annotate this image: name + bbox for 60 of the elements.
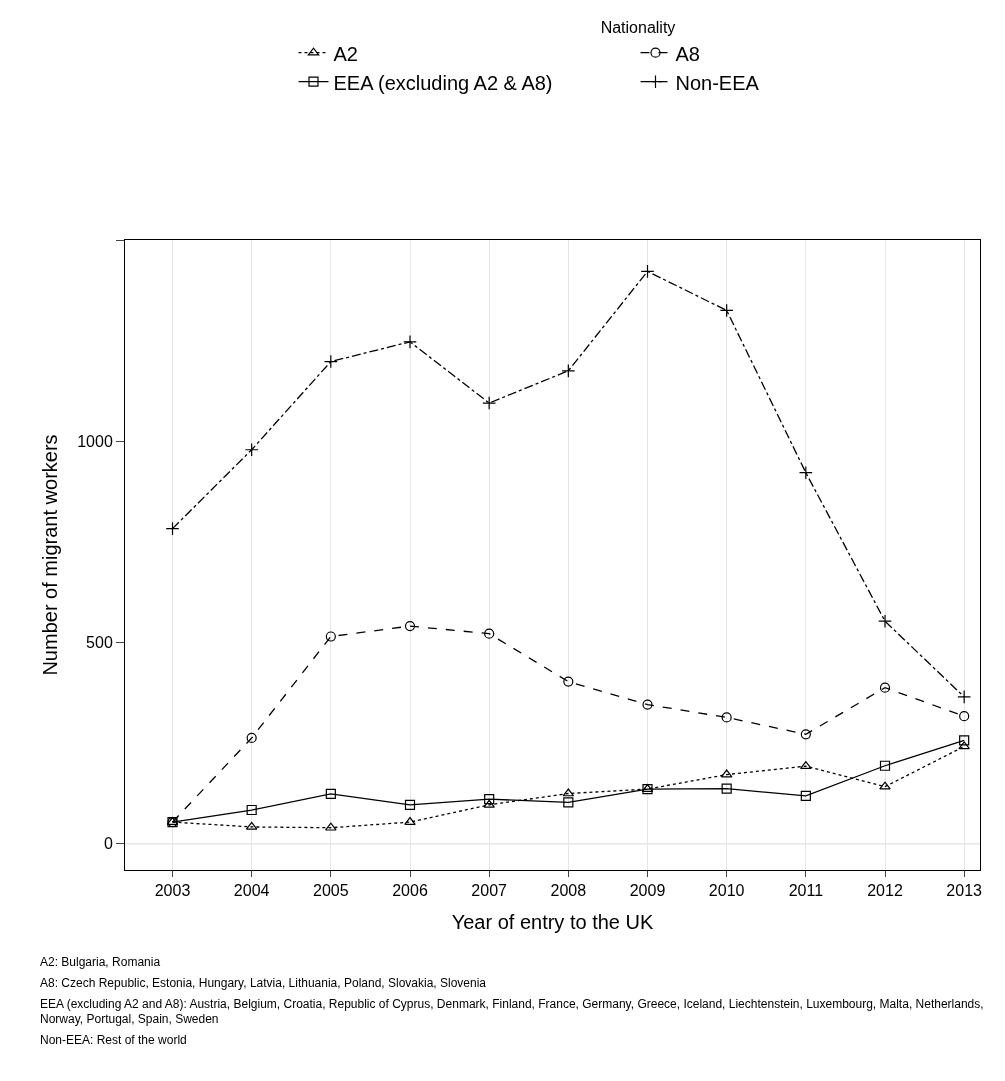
- point: [959, 711, 970, 722]
- point: [957, 690, 972, 704]
- point: [878, 614, 892, 629]
- x-axis-title: Year of entry to the UK: [451, 910, 654, 933]
- point: [719, 303, 734, 318]
- point: [165, 521, 180, 536]
- x-tick-label: 2011: [788, 882, 824, 900]
- x-tick-label: 2003: [154, 882, 191, 900]
- point: [325, 822, 337, 831]
- point: [563, 797, 574, 808]
- point: [246, 804, 257, 816]
- point: [879, 760, 891, 771]
- x-tick-label: 2013: [946, 882, 983, 900]
- point: [640, 264, 655, 279]
- text: Non-EEA: Rest of the world: [40, 1033, 188, 1048]
- point: [561, 363, 576, 378]
- x-tick-label: 2012: [867, 882, 903, 900]
- point: [325, 631, 336, 642]
- y-tick-label: 0: [103, 835, 113, 853]
- point: [482, 396, 497, 410]
- x-tick-label: 2008: [550, 882, 587, 900]
- legend-label: A8: [675, 42, 700, 65]
- point: [800, 729, 811, 740]
- legend-label: Non-EEA: [675, 71, 760, 94]
- point: [879, 682, 891, 693]
- legend-label: A2: [333, 42, 358, 65]
- x-tick-label: 2010: [708, 882, 745, 900]
- x-tick-label: 2006: [392, 882, 428, 900]
- y-tick-label: 500: [86, 634, 113, 652]
- point: [244, 442, 259, 457]
- point: [721, 783, 732, 794]
- legend-title: Nationality: [600, 19, 676, 37]
- point: [798, 465, 813, 480]
- x-tick-label: 2005: [313, 882, 349, 900]
- point: [958, 741, 970, 750]
- text: EEA (excluding A2 and A8): Austria, Belgium, Croatia, Republic of Cyprus, Denmark, Finland, France, Germany, Greece, Iceland, Liechtenstein, Luxembourg, Malta, Netherlands, Norway, Portugal, Spain, Sweden: [40, 997, 985, 1027]
- point: [403, 334, 417, 349]
- point: [800, 790, 811, 802]
- x-tick-label: 2004: [233, 882, 270, 900]
- text: A2: Bulgaria, Romania: [40, 955, 162, 970]
- text: A8: Czech Republic, Estonia, Hungary, Latvia, Lithuania, Poland, Slovakia, Slovenia: [40, 976, 488, 991]
- y-axis-title: Number of migrant workers: [38, 434, 61, 676]
- point: [642, 699, 653, 710]
- point: [879, 781, 891, 790]
- point: [323, 354, 338, 369]
- x-tick-label: 2007: [471, 882, 508, 900]
- point: [563, 676, 574, 687]
- x-tick-label: 2009: [629, 882, 666, 900]
- point: [959, 735, 970, 746]
- point: [404, 799, 416, 810]
- point: [642, 783, 653, 795]
- point: [483, 799, 495, 808]
- point: [484, 794, 495, 805]
- point: [246, 732, 257, 744]
- point: [484, 628, 495, 639]
- y-tick-label: 1000: [77, 432, 113, 450]
- point: [721, 712, 732, 723]
- legend-label: EEA (excluding A2 & A8): [333, 71, 553, 94]
- point: [404, 620, 416, 632]
- point: [325, 788, 336, 800]
